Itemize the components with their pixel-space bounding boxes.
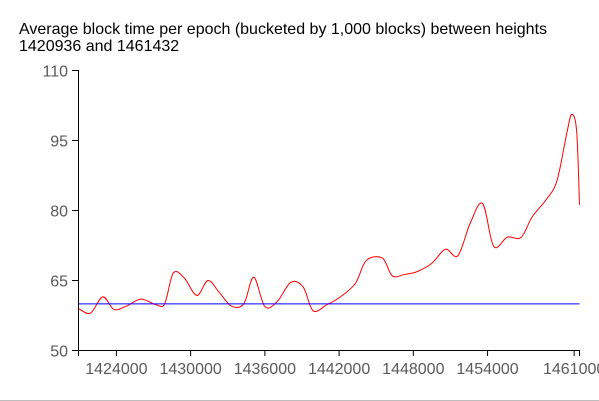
block-time-line: [78, 113, 580, 315]
x-tick-label: 1430000: [159, 361, 221, 378]
y-tick-label: 65: [50, 274, 68, 291]
y-tick-label: 110: [42, 64, 68, 81]
x-axis-line: [78, 350, 580, 356]
x-tick-label: 1461000: [543, 361, 599, 378]
x-tick-label: 1436000: [234, 361, 296, 378]
y-tick-label: 50: [50, 344, 68, 361]
y-axis: 50 65 80 95 110: [42, 64, 79, 361]
x-tick-label: 1448000: [382, 361, 444, 378]
x-tick-label: 1442000: [308, 361, 370, 378]
y-tick-label: 80: [50, 204, 68, 221]
x-axis: 1424000 1430000 1436000 1442000 1448000 14540…: [78, 350, 599, 378]
y-tick-label: 95: [50, 134, 68, 151]
x-tick-label: 1454000: [456, 361, 518, 378]
chart-title: Average block time per epoch (bucketed b…: [19, 21, 548, 55]
x-tick-label: 1424000: [85, 361, 147, 378]
series-layer: [78, 113, 580, 315]
